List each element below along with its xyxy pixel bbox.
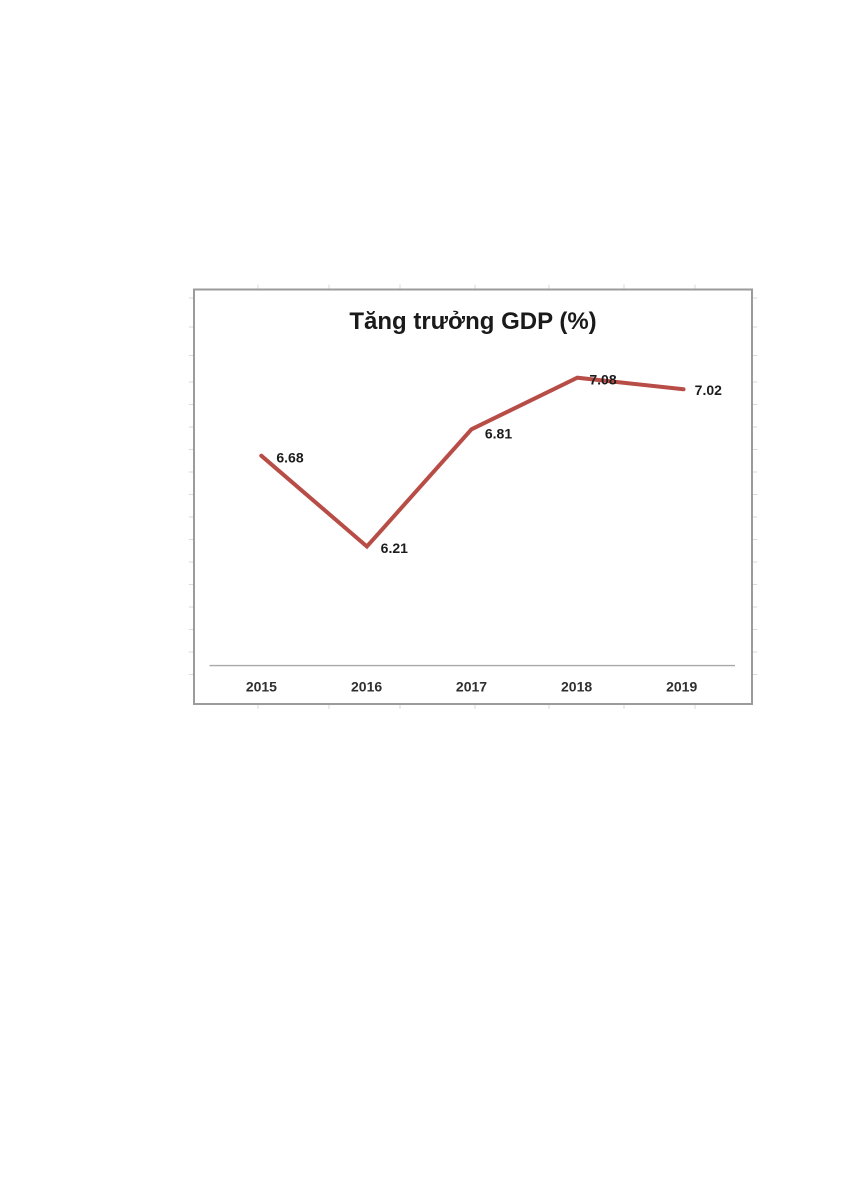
svg-text:Tăng trưởng GDP (%): Tăng trưởng GDP (%) — [349, 308, 596, 335]
svg-text:2019: 2019 — [666, 679, 697, 695]
svg-text:2016: 2016 — [351, 679, 382, 695]
svg-text:6.68: 6.68 — [276, 450, 303, 466]
svg-text:2015: 2015 — [246, 679, 277, 695]
svg-text:2017: 2017 — [456, 679, 487, 695]
svg-text:6.21: 6.21 — [381, 540, 408, 556]
svg-text:7.08: 7.08 — [589, 372, 616, 388]
svg-text:7.02: 7.02 — [695, 382, 722, 398]
svg-text:6.81: 6.81 — [485, 426, 512, 442]
svg-text:2018: 2018 — [561, 679, 592, 695]
